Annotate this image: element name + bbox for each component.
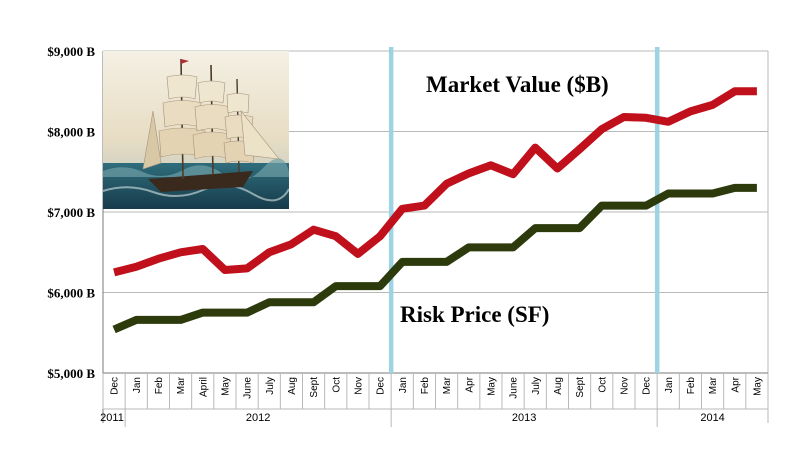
year-label: 2011 (100, 412, 124, 424)
year-label: 2013 (512, 412, 536, 424)
x-tick-label: Jan (664, 377, 675, 393)
vertical-markers (388, 47, 660, 373)
y-tick-label: $9,000 B (47, 44, 95, 59)
x-tick-label: Mar (708, 376, 719, 394)
x-tick-label: Mar (176, 376, 187, 394)
x-tick-label: Aug (553, 377, 564, 395)
x-tick-label: Dec (110, 377, 121, 395)
y-tick-label: $6,000 B (47, 286, 95, 301)
annotation-market-value: Market Value ($B) (426, 72, 609, 97)
y-tick-label: $8,000 B (47, 125, 95, 140)
x-tick-label: Dec (642, 377, 653, 395)
series-line-risk-price (112, 183, 757, 334)
x-tick-label: Mar (442, 376, 453, 394)
x-tick-label: Apr (730, 376, 741, 392)
x-tick-label: May (220, 377, 231, 396)
series-line-market-value (113, 87, 757, 277)
series-lines (112, 87, 757, 334)
x-tick-label: Sept (309, 377, 320, 398)
y-tick-labels: $5,000 B $6,000 B $7,000 B $8,000 B $9,000 B (47, 44, 95, 381)
x-tick-label: July (265, 377, 276, 395)
x-tick-label: Apr (464, 376, 475, 392)
year-labels: 2011 2012 2013 2014 (100, 409, 725, 427)
x-tick-label: Oct (331, 377, 342, 393)
x-tick-label: Feb (686, 377, 697, 395)
x-tick-label: Jan (132, 377, 143, 393)
x-tick-label: July (531, 377, 542, 395)
x-tick-label: June (243, 377, 254, 399)
x-tick-label: Oct (597, 377, 608, 393)
x-tick-label: Sept (575, 377, 586, 398)
annotation-risk-price: Risk Price (SF) (400, 302, 549, 327)
year-label: 2012 (246, 412, 270, 424)
x-tick-label: Nov (619, 377, 630, 395)
x-tick-labels: Dec Jan Feb Mar April May June July Aug Sept Oct No… (110, 376, 764, 398)
x-tick-label: Aug (287, 377, 298, 395)
y-tick-label: $5,000 B (47, 366, 95, 381)
x-tick-label: Feb (420, 377, 431, 395)
x-tick-label: June (509, 377, 520, 399)
x-tick-label: Dec (376, 377, 387, 395)
x-tick-label: May (486, 377, 497, 396)
x-tick-label: Nov (353, 377, 364, 395)
y-tick-label: $7,000 B (47, 205, 95, 220)
sailing-ship-image (102, 51, 290, 209)
x-tick-label: May (752, 377, 763, 396)
x-tick-label: April (198, 377, 209, 397)
year-label: 2014 (700, 412, 724, 424)
x-tick-label: Jan (398, 377, 409, 393)
x-tick-label: Feb (154, 377, 165, 395)
